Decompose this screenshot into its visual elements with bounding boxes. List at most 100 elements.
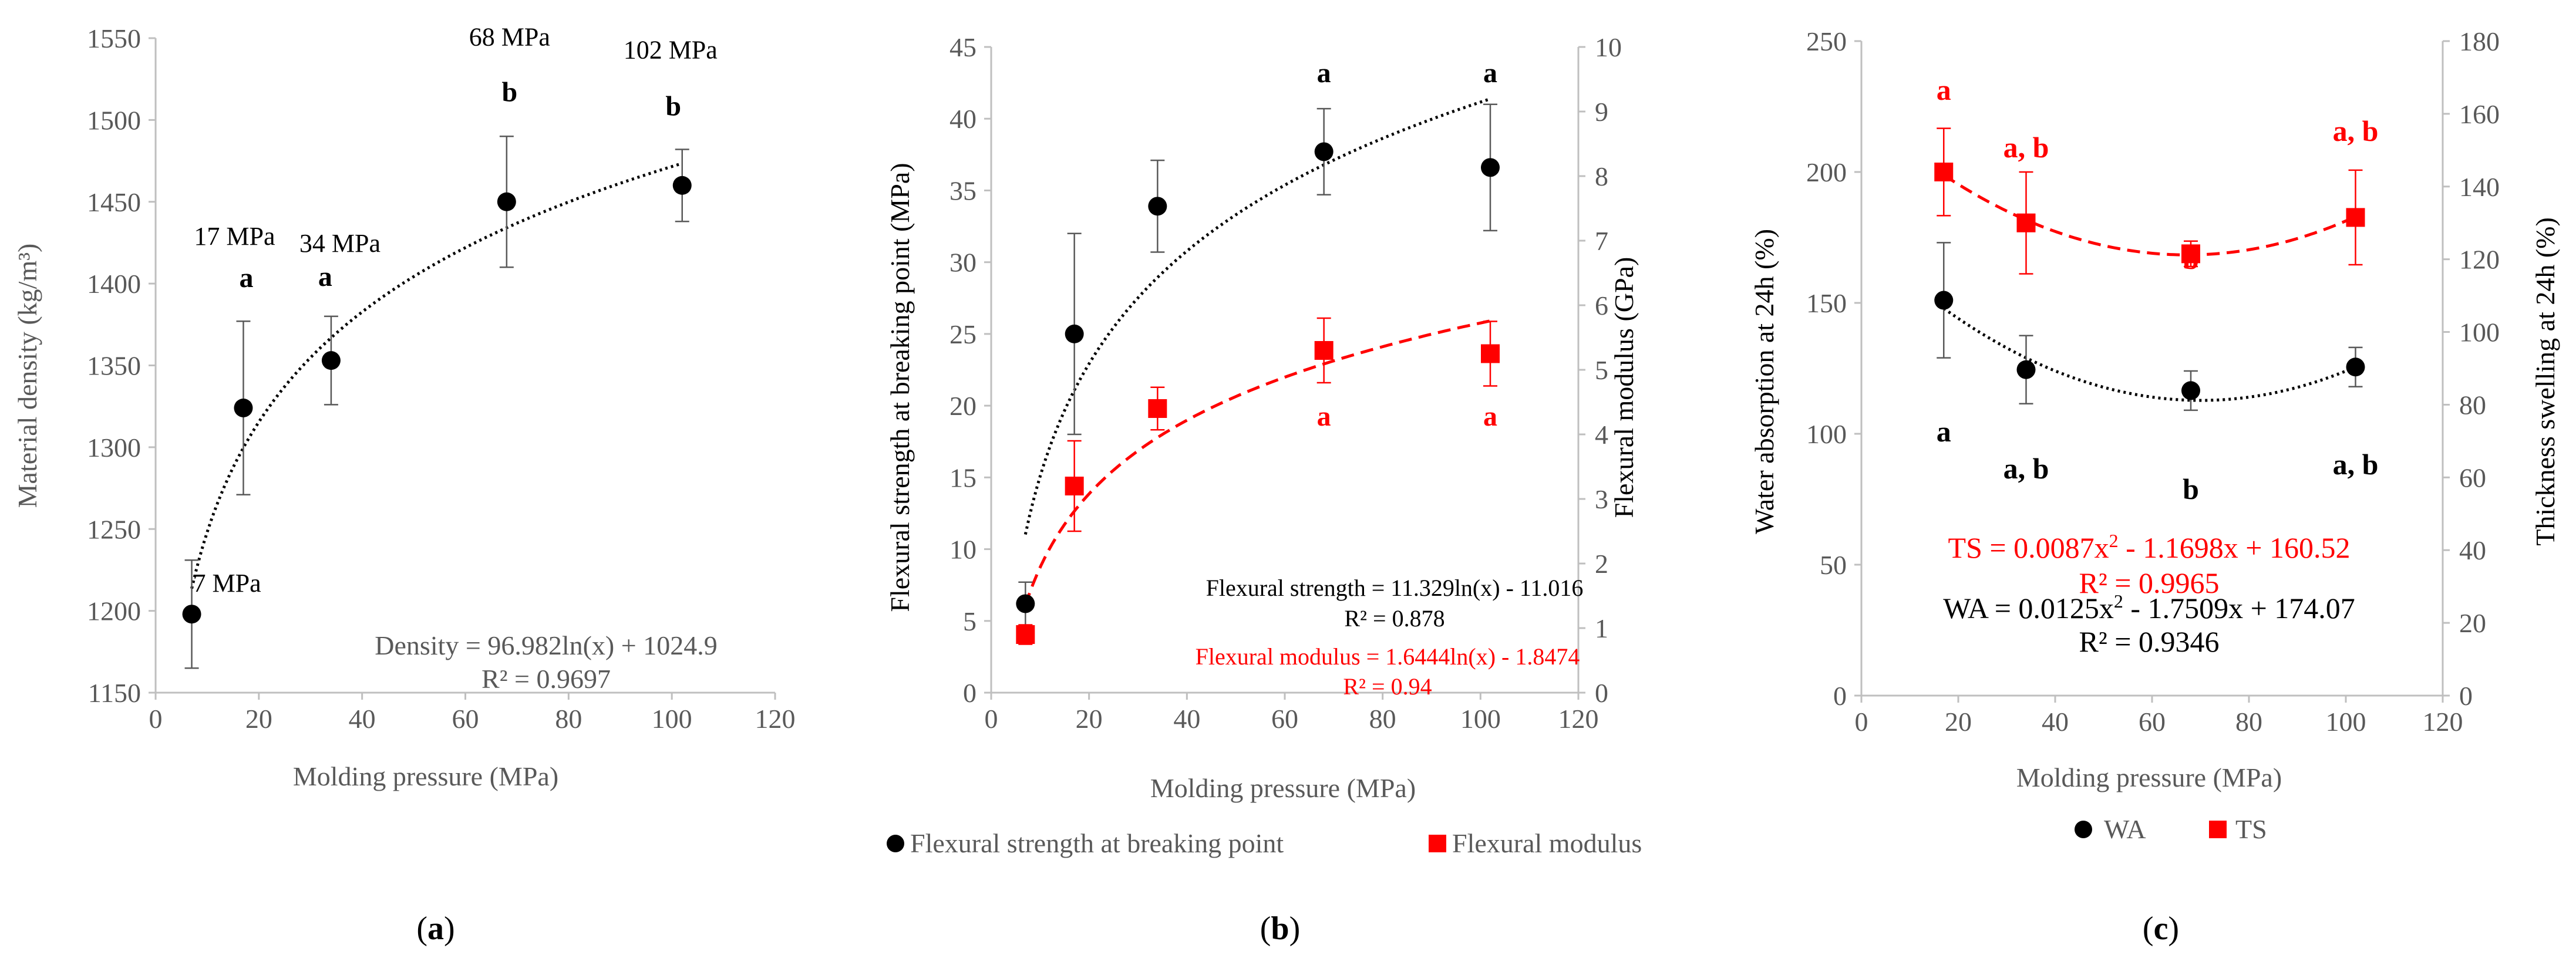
y2-tick-label-b: 8 (1595, 161, 1608, 191)
data-point-c (2346, 357, 2365, 377)
equation-line2-a: R² = 0.9697 (481, 664, 611, 694)
data-point-c (2181, 244, 2200, 264)
x-tick-label-b: 100 (1460, 704, 1501, 734)
x-tick-label-b: 120 (1558, 704, 1599, 734)
legend-c: WA TS (2075, 814, 2267, 844)
y-tick-label-b: 0 (963, 678, 976, 708)
data-point-b (1148, 399, 1167, 418)
data-point-c (1934, 163, 1954, 181)
x-tick-label-a: 60 (452, 704, 479, 734)
significance-letter-a: b (501, 76, 517, 107)
point-label-a: 34 MPa (299, 229, 380, 258)
significance-letter-b-red: a (1483, 401, 1497, 432)
x-axis-label-b: Molding pressure (MPa) (1150, 773, 1416, 803)
significance-letter-a: a (318, 261, 332, 292)
y-axis-label-b: Flexural strength at breaking point (MPa… (885, 163, 915, 612)
x-tick-label-b: 40 (1173, 704, 1200, 734)
y-tick-label-c: 100 (1806, 419, 1847, 449)
x-axis-label-a: Molding pressure (MPa) (293, 761, 558, 791)
y-tick-label-a: 1400 (87, 269, 141, 299)
panel-letter-a: a (427, 910, 444, 947)
data-point-b (1314, 142, 1334, 161)
x-tick-label-b: 60 (1271, 704, 1298, 734)
legend-label-wa: WA (2104, 814, 2146, 844)
equation-modulus-line2: R² = 0.94 (1343, 673, 1432, 700)
legend-b: Flexural strength at breaking point Flex… (887, 828, 1642, 858)
legend-label-ts: TS (2235, 814, 2267, 844)
significance-letter-c: a (1937, 415, 1951, 448)
y-tick-label-b: 20 (949, 391, 976, 421)
y-tick-label-c: 200 (1806, 157, 1847, 187)
equation-strength-line2: R² = 0.878 (1344, 605, 1444, 632)
y2-tick-label-c: 160 (2459, 99, 2500, 129)
x-tick-label-a: 100 (652, 704, 692, 734)
y2-tick-label-c: 40 (2459, 535, 2486, 565)
y2-tick-label-c: 80 (2459, 390, 2486, 420)
y-tick-label-a: 1450 (87, 187, 141, 217)
data-point-c (2016, 213, 2036, 232)
data-point-c (2181, 381, 2200, 400)
y2-tick-label-b: 3 (1595, 484, 1608, 514)
data-point-c (1934, 291, 1954, 310)
y-tick-label-b: 10 (949, 535, 976, 565)
significance-letter-c: a, b (2333, 448, 2379, 481)
equation-line1-a: Density = 96.982ln(x) + 1024.9 (375, 630, 717, 660)
y-tick-label-b: 15 (949, 463, 976, 492)
y-tick-label-a: 1300 (87, 433, 141, 463)
equation-wa-line1: WA = 0.0125x2 - 1.7509x + 174.07 (1943, 591, 2355, 625)
y-tick-label-b: 35 (949, 176, 976, 205)
data-point-a (234, 398, 253, 417)
legend-marker-ts (2209, 821, 2227, 838)
x-tick-label-b: 0 (985, 704, 998, 734)
data-point-b (1148, 197, 1167, 216)
trendline-c-0 (1942, 307, 2356, 402)
x-tick-label-c: 120 (2423, 707, 2463, 737)
chart-panel-c: 0 20 40 60 80 100 1200501001502002500204060801… (1749, 26, 2560, 947)
equation-strength-line1: Flexural strength = 11.329ln(x) - 11.016 (1206, 575, 1584, 601)
significance-letter-c-red: b (2183, 242, 2199, 275)
y2-tick-label-c: 140 (2459, 172, 2500, 202)
data-point-a (321, 351, 341, 370)
data-point-b (1016, 625, 1035, 644)
significance-letter-b-red: a (1317, 401, 1331, 432)
y2-tick-label-b: 5 (1595, 355, 1608, 385)
equation-wa-line2: R² = 0.9346 (2079, 625, 2219, 658)
chart-panel-a: 0 20 40 60 80 100 120 1150 1200 1250 1300 1350 1400 1… (12, 22, 796, 947)
x-tick-label-c: 0 (1855, 707, 1868, 737)
y-axis-label-a: Material density (kg/m³) (12, 244, 42, 508)
data-point-b (1314, 341, 1334, 360)
x-tick-label-a: 80 (555, 704, 582, 734)
y-tick-label-c: 250 (1806, 26, 1847, 56)
y-tick-label-c: 0 (1833, 681, 1847, 711)
panel-letter-b: b (1271, 910, 1289, 947)
y2-tick-label-c: 60 (2459, 463, 2486, 492)
y-tick-label-b: 30 (949, 248, 976, 278)
data-point-c (2016, 360, 2036, 379)
legend-marker-modulus (1429, 835, 1446, 852)
data-point-a (182, 605, 201, 624)
equation-modulus-line1: Flexural modulus = 1.6444ln(x) - 1.8474 (1196, 643, 1580, 670)
equation-wa-post: - 1.7509x + 174.07 (2123, 592, 2355, 625)
trendline-c-1 (1942, 174, 2356, 257)
data-point-b (1016, 594, 1035, 613)
x-tick-label-a: 0 (149, 704, 163, 734)
equation-ts-post: - 1.1698x + 160.52 (2119, 531, 2351, 564)
data-point-a (672, 176, 692, 195)
significance-letter-c: a, b (2003, 452, 2049, 485)
equation-ts-line2: R² = 0.9965 (2079, 566, 2219, 599)
y2-tick-label-c: 120 (2459, 245, 2500, 275)
y-tick-label-c: 150 (1806, 288, 1847, 318)
y-tick-label-a: 1550 (87, 23, 141, 53)
significance-letter-c-red: a, b (2003, 131, 2049, 164)
point-label-a: 7 MPa (193, 569, 261, 598)
x-tick-label-a: 40 (349, 704, 376, 734)
x-tick-label-c: 80 (2235, 707, 2262, 737)
y2-tick-label-c: 100 (2459, 318, 2500, 348)
x-tick-label-b: 80 (1369, 704, 1396, 734)
y2-tick-label-c: 180 (2459, 26, 2500, 56)
panel-label-b: (b) (1260, 910, 1300, 947)
x-tick-label-c: 40 (2042, 707, 2069, 737)
y2-tick-label-b: 2 (1595, 549, 1608, 579)
data-point-b (1065, 477, 1084, 495)
x-tick-label-a: 20 (245, 704, 272, 734)
